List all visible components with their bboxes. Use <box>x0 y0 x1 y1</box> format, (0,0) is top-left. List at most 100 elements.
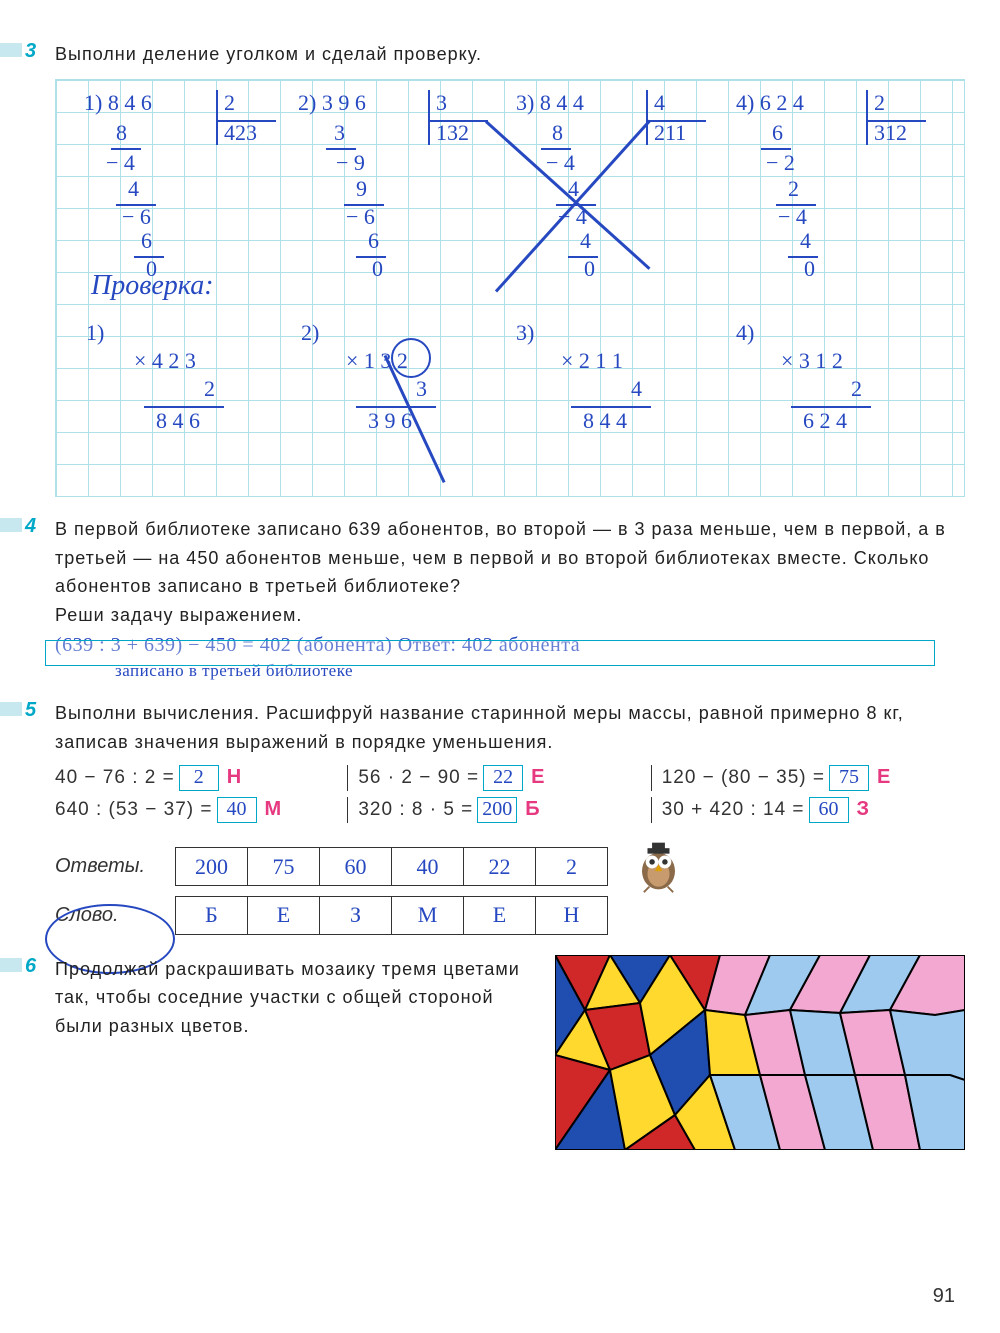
task5-equations: 40 − 76 : 2 = 2 Н 56 · 2 − 90 = 22 Е 120… <box>55 765 965 823</box>
hw: 8 <box>116 120 127 146</box>
cell: 60 <box>320 848 392 886</box>
hw: − 9 <box>336 150 365 176</box>
hw: × 4 2 3 <box>134 348 196 374</box>
eq-cell: 56 · 2 − 90 = 22 Е <box>358 765 651 791</box>
cell: Е <box>464 896 536 934</box>
check-label: Проверка: <box>91 270 214 302</box>
hw: 3 <box>436 90 447 116</box>
hw: 4) <box>736 320 754 346</box>
task5-answer-table: Ответы. 200 75 60 40 22 2 <box>55 837 965 897</box>
hw: 312 <box>874 120 907 146</box>
hw: 2 <box>204 376 215 402</box>
task3-text: Выполни деление уголком и сделай проверк… <box>55 40 965 69</box>
hw: 8 4 4 <box>583 408 627 434</box>
letter: Б <box>525 798 539 821</box>
eq: 320 : 8 · 5 = <box>358 799 473 821</box>
hw: 2 <box>224 90 235 116</box>
cell: 40 <box>392 848 464 886</box>
hw: 0 <box>804 256 815 282</box>
cell: 75 <box>248 848 320 886</box>
hw: 6 2 4 <box>803 408 847 434</box>
owl-icon <box>628 837 688 897</box>
letter: З <box>857 798 870 821</box>
cell: 22 <box>464 848 536 886</box>
eq: 40 − 76 : 2 = <box>55 767 175 789</box>
hw: 2) <box>301 320 319 346</box>
cell: 2 <box>536 848 608 886</box>
hw: 3 <box>416 376 427 402</box>
task-5: 5 Выполни вычисления. Расшифруй название… <box>55 699 965 935</box>
cell: Б <box>176 896 248 934</box>
page-number: 91 <box>933 1285 955 1308</box>
task-number-6: 6 <box>25 955 36 978</box>
hw: − 2 <box>766 150 795 176</box>
eq-cell: 120 − (80 − 35) = 75 Е <box>662 765 955 791</box>
hw: 211 <box>654 120 686 146</box>
hw: 1) 8 4 6 <box>84 90 152 116</box>
hw: 2) 3 9 6 <box>298 90 366 116</box>
hw: 3 <box>334 120 345 146</box>
ans: 2 <box>194 766 204 789</box>
hw: 6 <box>141 228 152 254</box>
ans: 60 <box>819 798 839 821</box>
hw: × 3 1 2 <box>781 348 843 374</box>
eq-cell: 640 : (53 − 37) = 40 М <box>55 797 348 823</box>
task6-text: Продолжай раскрашивать мозаику тремя цве… <box>55 955 555 1041</box>
letter: Е <box>877 766 890 789</box>
task5-text: Выполни вычисления. Расшифруй название с… <box>55 699 965 757</box>
hw: − 4 <box>546 150 575 176</box>
hw: 6 <box>772 120 783 146</box>
task5-word-table: Слово. Б Е З М Е Н <box>55 896 965 935</box>
hw: 0 <box>372 256 383 282</box>
word-table: Б Е З М Е Н <box>175 896 608 935</box>
row1-label: Ответы. <box>55 855 175 878</box>
eq: 120 − (80 − 35) = <box>662 767 825 789</box>
hw: 4 <box>128 176 139 202</box>
grid-work-area: 1) 8 4 6 2 423 8 − 4 4 − 6 6 0 2) 3 9 6 … <box>55 79 965 497</box>
cell: М <box>392 896 464 934</box>
hw: 6 <box>368 228 379 254</box>
eq: 56 · 2 − 90 = <box>358 767 479 789</box>
task-3: 3 Выполни деление уголком и сделай прове… <box>55 40 965 497</box>
hw: 4 <box>800 228 811 254</box>
hw: − 6 <box>122 204 151 230</box>
hw: × 2 1 1 <box>561 348 623 374</box>
hw: 132 <box>436 120 469 146</box>
hw: − 4 <box>106 150 135 176</box>
hw: 9 <box>356 176 367 202</box>
hw: 2 <box>788 176 799 202</box>
letter: М <box>265 798 282 821</box>
hw: − 4 <box>778 204 807 230</box>
cell: Е <box>248 896 320 934</box>
cell: 200 <box>176 848 248 886</box>
ans: 22 <box>493 766 513 789</box>
letter: Е <box>531 766 544 789</box>
eq: 640 : (53 − 37) = <box>55 799 213 821</box>
hw: 3) <box>516 320 534 346</box>
hw: 0 <box>584 256 595 282</box>
eq-cell: 320 : 8 · 5 = 200 Б <box>358 797 651 823</box>
hw: 3) 8 4 4 <box>516 90 584 116</box>
eq-cell: 40 − 76 : 2 = 2 Н <box>55 765 348 791</box>
hw: 2 <box>851 376 862 402</box>
task-number-3: 3 <box>25 40 36 63</box>
hw: 4 <box>654 90 665 116</box>
hw: 4 <box>631 376 642 402</box>
task-number-4: 4 <box>25 515 36 538</box>
ans: 75 <box>839 766 859 789</box>
eq-cell: 30 + 420 : 14 = 60 З <box>662 797 955 823</box>
hw: 423 <box>224 120 257 146</box>
cell: З <box>320 896 392 934</box>
eq: 30 + 420 : 14 = <box>662 799 805 821</box>
ans: 200 <box>482 798 512 821</box>
task-4: 4 В первой библиотеке записано 639 абоне… <box>55 515 965 681</box>
hw: 4 <box>580 228 591 254</box>
mosaic <box>555 955 965 1155</box>
hw: 8 <box>552 120 563 146</box>
hw: 2 <box>874 90 885 116</box>
hw: 4) 6 2 4 <box>736 90 804 116</box>
hw: − 6 <box>346 204 375 230</box>
task-number-5: 5 <box>25 699 36 722</box>
task4-text2: Реши задачу выражением. <box>55 601 965 630</box>
task-6: 6 Продолжай раскрашивать мозаику тремя ц… <box>55 955 965 1155</box>
